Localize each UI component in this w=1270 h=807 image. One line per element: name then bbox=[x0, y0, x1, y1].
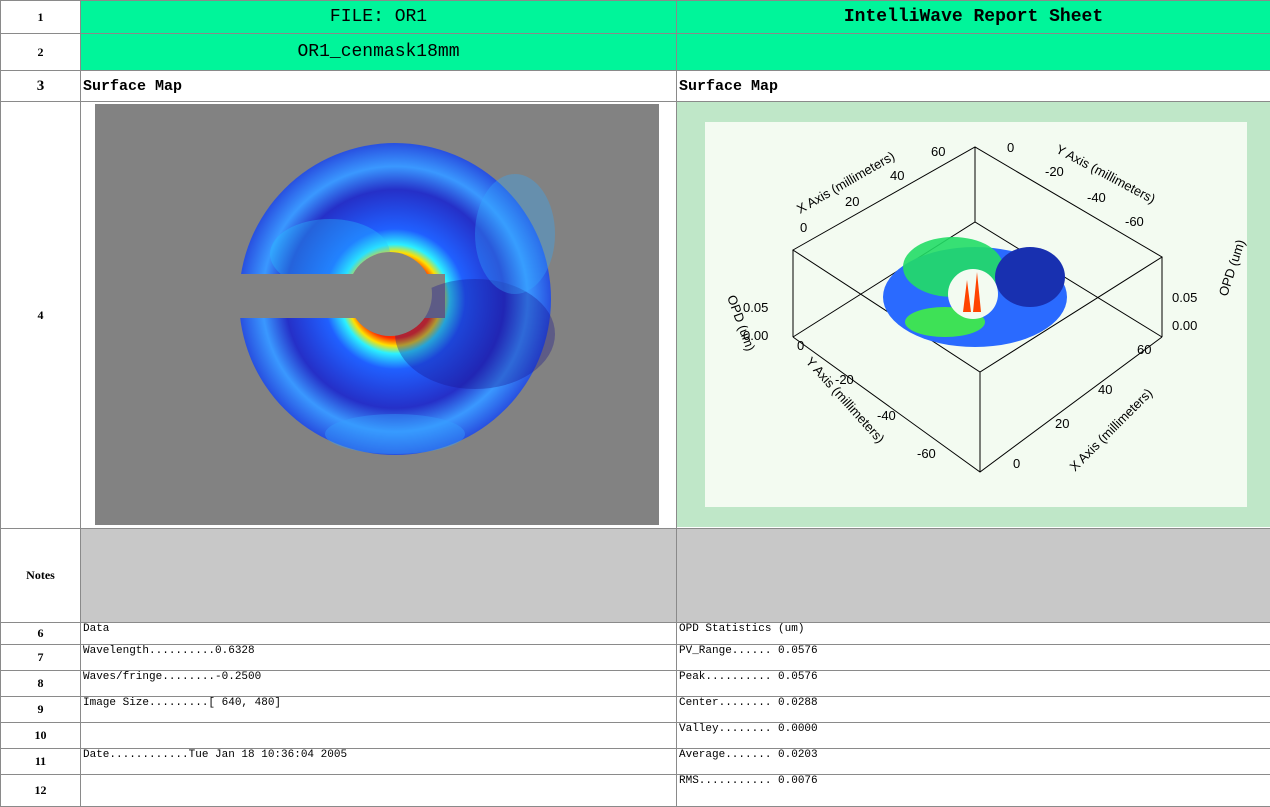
surface-map-3d-cell[interactable]: X Axis (millimeters) Y Axis (millimeters… bbox=[676, 101, 1270, 529]
row-number: 8 bbox=[0, 670, 81, 697]
center-cell[interactable]: Center........ 0.0288 bbox=[676, 696, 1270, 723]
row-10: 10 Valley........ 0.0000 bbox=[0, 722, 1270, 749]
row-number: Notes bbox=[0, 528, 81, 623]
row-8: 8 Waves/fringe........-0.2500 Peak......… bbox=[0, 670, 1270, 697]
notes-cell-left[interactable] bbox=[80, 528, 677, 623]
opd-label-right: OPD (um) bbox=[1216, 238, 1247, 298]
dataset-name-cell[interactable]: OR1_cenmask18mm bbox=[80, 33, 677, 71]
top-y-tick: -20 bbox=[1045, 164, 1064, 179]
pv-range-cell[interactable]: PV_Range...... 0.0576 bbox=[676, 644, 1270, 671]
date-cell[interactable]: Date............Tue Jan 18 10:36:04 2005 bbox=[80, 748, 677, 775]
rms-cell[interactable]: RMS........... 0.0076 bbox=[676, 774, 1270, 807]
top-y-axis-label: Y Axis (millimeters) bbox=[1054, 141, 1158, 206]
surface-map-label-right[interactable]: Surface Map bbox=[676, 70, 1270, 102]
bottom-y-tick: -40 bbox=[877, 408, 896, 423]
row-2: 2 OR1_cenmask18mm bbox=[0, 33, 1270, 71]
row-3: 3 Surface Map Surface Map bbox=[0, 70, 1270, 102]
surface-map-3d-frame: X Axis (millimeters) Y Axis (millimeters… bbox=[677, 102, 1270, 527]
data-header-cell[interactable]: Data bbox=[80, 622, 677, 645]
bottom-x-tick: 60 bbox=[1137, 342, 1151, 357]
bottom-x-tick: 40 bbox=[1098, 382, 1112, 397]
z-tick-right: 0.05 bbox=[1172, 290, 1197, 305]
row-6: 6 Data OPD Statistics (um) bbox=[0, 622, 1270, 645]
row-number: 3 bbox=[0, 70, 81, 102]
row-number: 4 bbox=[0, 101, 81, 529]
wavelength-cell[interactable]: Wavelength..........0.6328 bbox=[80, 644, 677, 671]
row-number: 10 bbox=[0, 722, 81, 749]
notes-cell-right[interactable] bbox=[676, 528, 1270, 623]
opd-stats-header-cell[interactable]: OPD Statistics (um) bbox=[676, 622, 1270, 645]
3d-surface bbox=[883, 237, 1067, 347]
surface-map-2d-cell[interactable] bbox=[80, 101, 677, 529]
bottom-y-tick: -20 bbox=[835, 372, 854, 387]
row-number: 7 bbox=[0, 644, 81, 671]
row-1: 1 FILE: OR1 IntelliWave Report Sheet bbox=[0, 0, 1270, 34]
top-x-tick: 40 bbox=[890, 168, 904, 183]
row-number: 9 bbox=[0, 696, 81, 723]
bottom-x-axis-label: X Axis (millimeters) bbox=[1067, 385, 1156, 474]
z-tick-left: 0.00 bbox=[743, 328, 768, 343]
file-name-cell[interactable]: FILE: OR1 bbox=[80, 0, 677, 34]
peak-cell[interactable]: Peak.......... 0.0576 bbox=[676, 670, 1270, 697]
row-4: 4 bbox=[0, 101, 1270, 529]
row-number: 11 bbox=[0, 748, 81, 775]
bottom-y-tick: 0 bbox=[797, 338, 804, 353]
surface-map-2d-image bbox=[95, 104, 659, 525]
z-tick-left: 0.05 bbox=[743, 300, 768, 315]
image-size-cell[interactable]: Image Size.........[ 640, 480] bbox=[80, 696, 677, 723]
row-number: 6 bbox=[0, 622, 81, 645]
waves-fringe-cell[interactable]: Waves/fringe........-0.2500 bbox=[80, 670, 677, 697]
row-number: 2 bbox=[0, 33, 81, 71]
top-x-tick: 20 bbox=[845, 194, 859, 209]
top-y-tick: -40 bbox=[1087, 190, 1106, 205]
row-12: 12 RMS........... 0.0076 bbox=[0, 774, 1270, 807]
top-x-tick: 60 bbox=[931, 144, 945, 159]
top-x-tick: 0 bbox=[800, 220, 807, 235]
bottom-y-tick: -60 bbox=[917, 446, 936, 461]
surface-map-3d-image: X Axis (millimeters) Y Axis (millimeters… bbox=[705, 122, 1248, 507]
z-tick-right: 0.00 bbox=[1172, 318, 1197, 333]
row-notes: Notes bbox=[0, 528, 1270, 623]
bottom-x-tick: 0 bbox=[1013, 456, 1020, 471]
empty-green-cell[interactable] bbox=[676, 33, 1270, 71]
row-9: 9 Image Size.........[ 640, 480] Center.… bbox=[0, 696, 1270, 723]
surface-map-3d-plot: X Axis (millimeters) Y Axis (millimeters… bbox=[724, 140, 1248, 474]
row-number: 1 bbox=[0, 0, 81, 34]
row-11: 11 Date............Tue Jan 18 10:36:04 2… bbox=[0, 748, 1270, 775]
top-y-tick: 0 bbox=[1007, 140, 1014, 155]
surface-map-label-left[interactable]: Surface Map bbox=[80, 70, 677, 102]
row-number: 12 bbox=[0, 774, 81, 807]
bottom-y-axis-label: Y Axis (millimeters) bbox=[803, 354, 888, 446]
top-y-tick: -60 bbox=[1125, 214, 1144, 229]
surface-map-2d-plot bbox=[235, 143, 555, 455]
empty-cell[interactable] bbox=[80, 774, 677, 807]
plot-box-lines bbox=[792, 146, 1163, 473]
bottom-x-tick: 20 bbox=[1055, 416, 1069, 431]
average-cell[interactable]: Average....... 0.0203 bbox=[676, 748, 1270, 775]
valley-cell[interactable]: Valley........ 0.0000 bbox=[676, 722, 1270, 749]
report-title-cell[interactable]: IntelliWave Report Sheet bbox=[676, 0, 1270, 34]
row-7: 7 Wavelength..........0.6328 PV_Range...… bbox=[0, 644, 1270, 671]
empty-cell[interactable] bbox=[80, 722, 677, 749]
